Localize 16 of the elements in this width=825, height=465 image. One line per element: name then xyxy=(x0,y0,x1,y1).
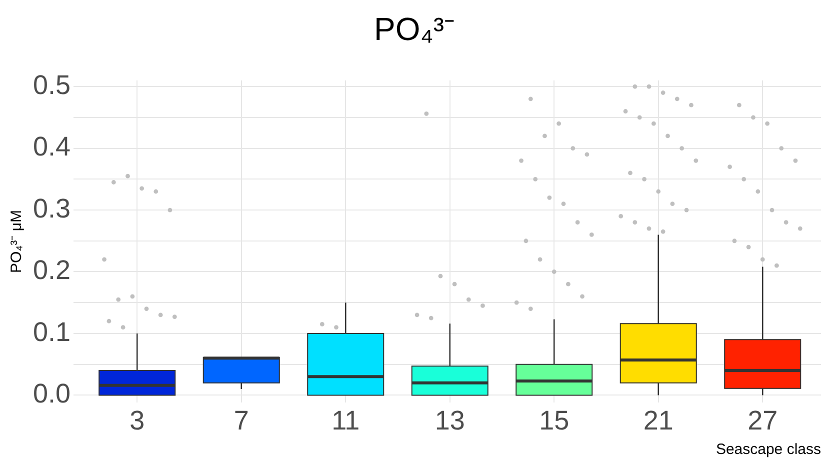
x-axis-title: Seascape class xyxy=(716,441,821,458)
x-tick-label: 27 xyxy=(748,405,778,436)
x-tick-label: 13 xyxy=(434,405,465,436)
y-tick-label: 0.5 xyxy=(32,70,71,100)
y-tick-label: 0.0 xyxy=(32,378,71,409)
x-tick-label: 3 xyxy=(130,405,145,436)
chart-title: PO₄³⁻ xyxy=(374,11,455,48)
y-axis-title: PO₄³⁻ μM xyxy=(8,210,26,274)
y-tick-label: 0.3 xyxy=(32,193,71,224)
x-tick-label: 7 xyxy=(234,405,249,436)
y-tick-label: 0.2 xyxy=(32,255,71,286)
x-tick-label: 21 xyxy=(643,405,674,436)
x-tick-label: 15 xyxy=(539,405,570,436)
y-tick-label: 0.1 xyxy=(32,316,71,347)
y-tick-label: 0.4 xyxy=(32,132,71,162)
x-tick-label: 11 xyxy=(332,405,360,436)
